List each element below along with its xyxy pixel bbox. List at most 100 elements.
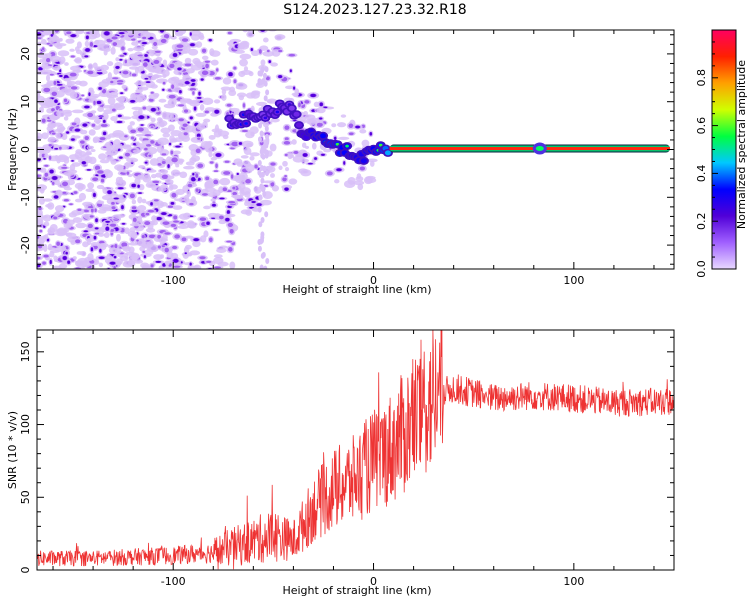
noise-blob: [216, 247, 227, 253]
noise-blob: [187, 183, 193, 188]
noise-blob: [130, 129, 137, 134]
noise-blob: [105, 77, 111, 82]
noise-blob: [118, 187, 124, 190]
noise-blob: [288, 53, 296, 57]
noise-blob: [170, 150, 174, 155]
noise-blob: [226, 210, 230, 214]
noise-blob: [119, 116, 132, 120]
noise-blob: [233, 79, 237, 84]
noise-blob: [159, 121, 165, 128]
noise-blob: [105, 220, 110, 223]
noise-blob: [243, 147, 252, 156]
noise-blob: [106, 156, 114, 161]
noise-blob: [173, 265, 181, 268]
colorbar: [712, 30, 736, 269]
noise-blob: [79, 251, 87, 256]
noise-blob: [196, 133, 201, 138]
noise-blob: [62, 181, 69, 187]
noise-blob: [99, 248, 102, 253]
noise-blob: [199, 256, 206, 260]
noise-blob: [189, 202, 194, 206]
noise-blob: [198, 91, 201, 96]
noise-blob: [61, 109, 73, 114]
noise-blob: [175, 145, 181, 148]
noise-blob: [227, 222, 234, 227]
noise-blob: [53, 195, 59, 199]
noise-blob: [77, 208, 82, 211]
noise-blob: [115, 258, 123, 265]
snr-series: [37, 330, 674, 570]
noise-blob: [93, 39, 106, 46]
noise-blob: [249, 155, 255, 161]
noise-blob: [98, 256, 105, 259]
noise-blob: [54, 30, 59, 33]
noise-blob: [151, 74, 163, 79]
noise-blob: [203, 230, 209, 238]
noise-blob: [37, 95, 40, 100]
noise-blob: [42, 47, 45, 51]
noise-blob: [98, 242, 109, 248]
noise-blob: [304, 114, 316, 120]
noise-blob: [193, 106, 197, 111]
ridge-blob: [263, 116, 268, 120]
noise-blob: [63, 186, 72, 191]
noise-blob: [233, 66, 237, 70]
noise-blob: [113, 265, 116, 269]
noise-blob: [112, 77, 119, 80]
noise-blob: [112, 130, 125, 138]
noise-blob: [237, 183, 246, 190]
noise-blob: [51, 91, 58, 96]
noise-blob: [144, 77, 149, 80]
noise-blob: [129, 223, 142, 227]
noise-blob: [245, 143, 253, 148]
noise-blob: [108, 94, 119, 99]
ridge-blob: [275, 110, 280, 114]
noise-blob: [213, 99, 221, 104]
noise-blob: [205, 146, 213, 153]
noise-blob: [191, 177, 196, 182]
noise-blob: [66, 222, 72, 229]
noise-blob: [49, 55, 61, 63]
noise-blob: [47, 247, 57, 251]
noise-blob: [141, 234, 145, 239]
noise-blob: [188, 48, 199, 56]
noise-blob: [148, 72, 153, 77]
noise-blob: [62, 256, 67, 260]
noise-blob: [87, 253, 94, 262]
noise-blob: [144, 221, 151, 226]
noise-blob: [258, 221, 263, 228]
noise-blob: [49, 224, 58, 232]
noise-blob: [114, 248, 122, 255]
noise-blob: [280, 16, 288, 22]
noise-blob: [142, 106, 147, 110]
noise-blob: [138, 137, 144, 141]
noise-blob: [366, 158, 378, 163]
noise-blob: [208, 134, 216, 140]
noise-blob: [67, 260, 71, 264]
noise-blob: [319, 117, 323, 120]
noise-blob: [137, 184, 140, 188]
noise-blob: [59, 126, 66, 131]
noise-blob: [172, 150, 181, 155]
noise-blob: [361, 139, 370, 147]
noise-blob: [195, 41, 203, 48]
snr-ytick-label: 0: [19, 567, 32, 574]
noise-blob: [316, 122, 323, 127]
noise-blob: [278, 165, 283, 171]
noise-blob: [38, 67, 43, 71]
noise-blob: [137, 127, 144, 132]
noise-blob: [65, 232, 73, 237]
noise-blob: [128, 246, 135, 254]
snr-xlabel: Height of straight line (km): [282, 584, 431, 597]
noise-blob: [110, 80, 114, 84]
noise-blob: [115, 96, 126, 102]
noise-blob: [258, 194, 263, 201]
noise-blob: [170, 129, 182, 137]
noise-blob: [262, 190, 267, 197]
noise-blob: [215, 153, 222, 157]
noise-blob: [54, 99, 58, 103]
noise-blob: [205, 63, 209, 69]
noise-blob: [53, 255, 58, 261]
noise-blob: [94, 232, 100, 235]
noise-blob: [98, 87, 102, 90]
